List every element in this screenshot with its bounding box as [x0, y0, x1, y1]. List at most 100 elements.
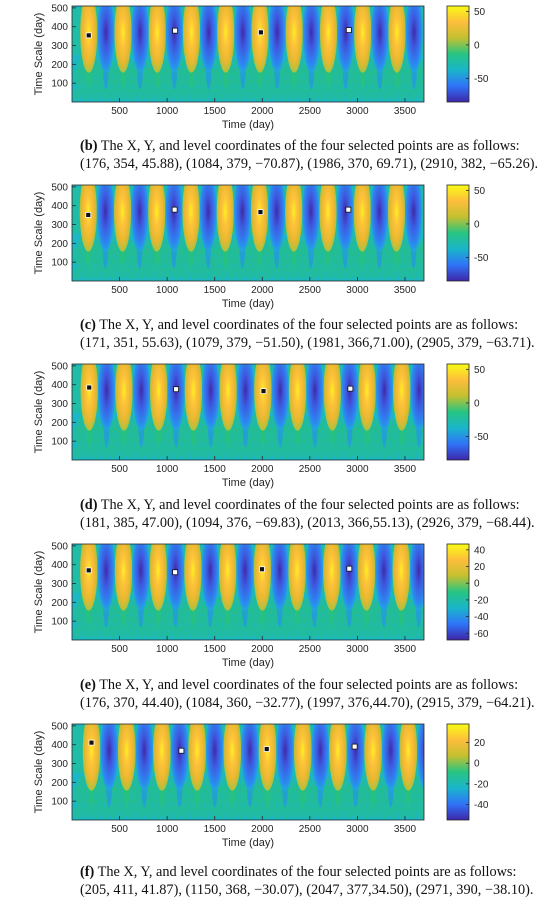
x-tick-label: 3500	[394, 644, 417, 655]
y-axis-label: Time Scale (day)	[33, 371, 45, 454]
x-tick-label: 1000	[156, 824, 179, 835]
x-tick-label: 1500	[204, 106, 227, 117]
selected-point-4	[346, 565, 353, 572]
x-tick-label: 3500	[394, 824, 417, 835]
chart-panel-5: 500 1000 1500 2000 2500 3000 3500 100 200 300 400 5…	[0, 718, 550, 878]
texture-cell	[366, 57, 376, 77]
x-tick-label: 2000	[251, 824, 274, 835]
chart-panel-2: 500 1000 1500 2000 2500 3000 3500 100 200 300 400 5…	[0, 179, 550, 339]
negative-blob	[135, 724, 154, 791]
selected-point-2	[173, 386, 179, 393]
negative-blob	[409, 544, 424, 611]
x-tick-label: 500	[111, 285, 128, 296]
y-axis-label: Time Scale (day)	[33, 731, 45, 814]
y-tick-label: 300	[51, 220, 68, 231]
y-tick-label: 400	[51, 22, 68, 33]
positive-blob	[288, 544, 306, 611]
selected-point-2	[171, 206, 178, 213]
selected-point-3	[258, 29, 264, 36]
caption-text: The X, Y, and level coordinates of the f…	[80, 138, 539, 172]
positive-blob	[387, 185, 406, 252]
x-axis-label: Time (day)	[222, 657, 274, 669]
negative-blob	[405, 6, 423, 73]
positive-blob	[354, 6, 372, 73]
caption-3: (d) The X, Y, and level coordinates of t…	[80, 496, 540, 532]
negative-blob	[405, 185, 423, 252]
wavelet-heatmap-5: 500 1000 1500 2000 2500 3000 35001002003004005…	[33, 721, 489, 849]
negative-blob	[96, 185, 114, 252]
positive-blob	[219, 364, 237, 431]
colorbar-tick-label: -20	[474, 595, 489, 606]
selected-point-1	[85, 212, 92, 218]
chart-panel-3: 500 1000 1500 2000 2500 3000 3500 100 200 300 400 5…	[0, 358, 550, 518]
negative-blob	[165, 185, 183, 252]
y-tick-label: 400	[51, 201, 68, 212]
positive-blob	[114, 544, 133, 611]
negative-blob	[205, 724, 224, 791]
x-tick-label: 1000	[156, 106, 179, 117]
positive-blob	[293, 724, 312, 791]
positive-blob	[113, 185, 132, 252]
caption-2: (c) The X, Y, and level coordinates of t…	[80, 316, 540, 352]
caption-text: The X, Y, and level coordinates of the f…	[80, 497, 535, 531]
texture-cell	[195, 57, 205, 77]
positive-blob	[319, 185, 337, 252]
colorbar-tick-label: 50	[474, 186, 486, 197]
x-tick-label: 2000	[251, 106, 274, 117]
texture-cell	[412, 775, 422, 795]
heatmap-field	[72, 6, 424, 101]
selected-point-1	[88, 739, 95, 746]
selected-point-4	[345, 27, 352, 33]
negative-blob	[268, 6, 286, 73]
negative-blob	[202, 364, 220, 431]
caption-text: The X, Y, and level coordinates of the f…	[80, 864, 534, 898]
selected-point-1	[85, 32, 92, 39]
colorbar-tick-label: 0	[474, 40, 480, 51]
y-tick-label: 100	[51, 79, 68, 90]
texture-cell	[249, 595, 259, 615]
positive-blob	[79, 185, 97, 252]
y-axis-label: Time Scale (day)	[33, 192, 45, 275]
chart-panel-4: 500 1000 1500 2000 2500 3000 3500 100 200 300 400 5…	[0, 538, 550, 698]
heatmap-field	[72, 724, 424, 819]
negative-blob	[131, 6, 149, 73]
texture-cell	[231, 595, 241, 615]
negative-blob	[302, 6, 320, 73]
colorbar	[446, 5, 470, 103]
positive-blob	[353, 185, 371, 252]
x-tick-label: 1500	[204, 824, 227, 835]
caption-5: (f) The X, Y, and level coordinates of t…	[80, 863, 540, 899]
positive-blob	[117, 724, 136, 791]
negative-blob	[381, 724, 400, 791]
positive-blob	[182, 6, 201, 73]
negative-blob	[346, 724, 365, 791]
positive-blob	[399, 724, 418, 791]
negative-blob	[370, 185, 388, 252]
caption-1: (b) The X, Y, and level coordinates of t…	[80, 137, 540, 173]
positive-blob	[253, 544, 272, 611]
x-tick-label: 3000	[346, 464, 369, 475]
negative-blob	[199, 185, 217, 252]
negative-blob	[371, 6, 389, 73]
y-tick-label: 200	[51, 60, 68, 71]
positive-blob	[393, 364, 411, 431]
negative-blob	[234, 6, 252, 73]
negative-blob	[340, 544, 358, 611]
colorbar	[446, 543, 470, 641]
selected-point-2	[178, 747, 185, 754]
positive-blob	[184, 544, 202, 611]
negative-blob	[302, 185, 320, 252]
y-tick-label: 100	[51, 437, 68, 448]
positive-blob	[80, 6, 98, 73]
positive-blob	[153, 724, 171, 791]
positive-blob	[285, 6, 303, 73]
negative-blob	[166, 544, 185, 611]
texture-cell	[195, 236, 205, 256]
negative-blob	[311, 724, 330, 791]
negative-blob	[201, 544, 219, 611]
y-tick-label: 500	[51, 182, 68, 193]
negative-blob	[271, 364, 289, 431]
positive-blob	[115, 364, 133, 431]
positive-blob	[148, 6, 166, 73]
y-tick-label: 300	[51, 41, 68, 52]
